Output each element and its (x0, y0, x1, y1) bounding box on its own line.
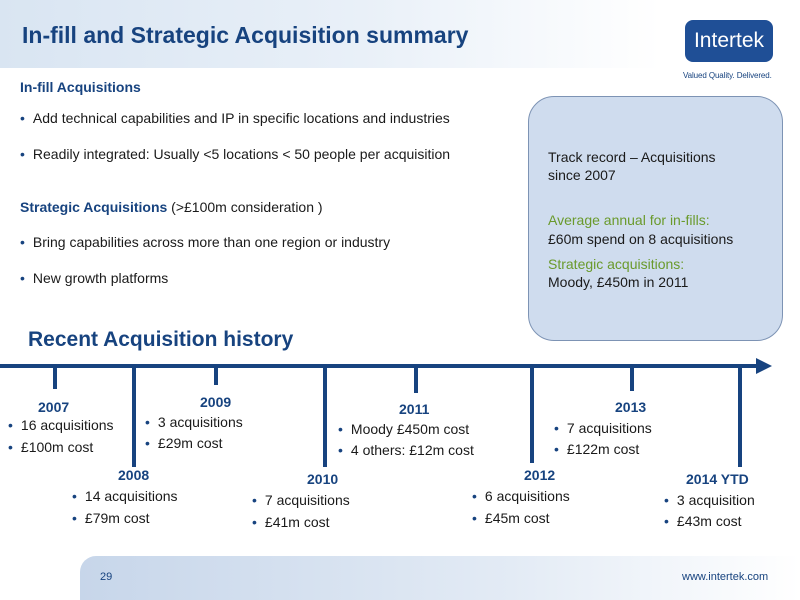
header-band (0, 0, 660, 68)
strategic-heading-suffix: (>£100m consideration ) (167, 199, 323, 215)
logo-tagline: Valued Quality. Delivered. (683, 71, 772, 80)
timeline-year: 2011 (399, 401, 430, 417)
history-title: Recent Acquisition history (28, 328, 294, 351)
strategic-heading: Strategic Acquisitions (>£100m considera… (20, 199, 323, 215)
strategic-bullet: New growth platforms (20, 270, 168, 286)
strategic-heading-label: Strategic Acquisitions (20, 199, 168, 215)
infill-heading: In-fill Acquisitions (20, 79, 141, 95)
timeline-item: 7 acquisitions (554, 420, 652, 436)
timeline-item: £79m cost (72, 510, 150, 526)
timeline-item: 3 acquisitions (145, 414, 243, 430)
callout-line: Moody, £450m in 2011 (548, 274, 689, 290)
page-title: In-fill and Strategic Acquisition summar… (22, 22, 469, 48)
timeline-item: 3 acquisition (664, 492, 755, 508)
callout-line: since 2007 (548, 167, 616, 183)
timeline-year: 2008 (118, 467, 150, 483)
intertek-logo: Intertek (685, 20, 773, 62)
timeline-item: £45m cost (472, 510, 550, 526)
timeline-item: £100m cost (8, 439, 93, 455)
timeline-item: 6 acquisitions (472, 488, 570, 504)
timeline-item: £122m cost (554, 441, 639, 457)
timeline-year: 2009 (200, 394, 232, 410)
timeline-year: 2012 (524, 467, 556, 483)
footer-band (80, 556, 800, 600)
timeline-item: £41m cost (252, 514, 330, 530)
infill-bullet: Add technical capabilities and IP in spe… (20, 110, 450, 126)
track-record-callout (528, 96, 783, 341)
timeline-year: 2010 (307, 471, 339, 487)
callout-green-line: Average annual for in-fills: (548, 212, 710, 228)
callout-line: £60m spend on 8 acquisitions (548, 231, 734, 247)
strategic-bullet: Bring capabilities across more than one … (20, 234, 390, 250)
timeline-item: 7 acquisitions (252, 492, 350, 508)
infill-bullet: Readily integrated: Usually <5 locations… (20, 146, 450, 162)
timeline-year: 2013 (615, 399, 647, 415)
footer-url[interactable]: www.intertek.com (682, 571, 769, 583)
callout-line: Track record – Acquisitions (548, 149, 716, 165)
callout-green-line: Strategic acquisitions: (548, 256, 685, 272)
timeline-axis (0, 358, 772, 467)
timeline-item: Moody £450m cost (338, 421, 469, 437)
timeline-item: 4 others: £12m cost (338, 442, 474, 458)
timeline-year: 2014 YTD (686, 471, 749, 487)
timeline-item: £43m cost (664, 513, 742, 529)
timeline-year: 2007 (38, 399, 70, 415)
timeline-item: £29m cost (145, 435, 223, 451)
page-number: 29 (100, 571, 113, 583)
timeline-item: 14 acquisitions (72, 488, 178, 504)
timeline-item: 16 acquisitions (8, 417, 114, 433)
timeline-arrow-icon (756, 358, 772, 374)
